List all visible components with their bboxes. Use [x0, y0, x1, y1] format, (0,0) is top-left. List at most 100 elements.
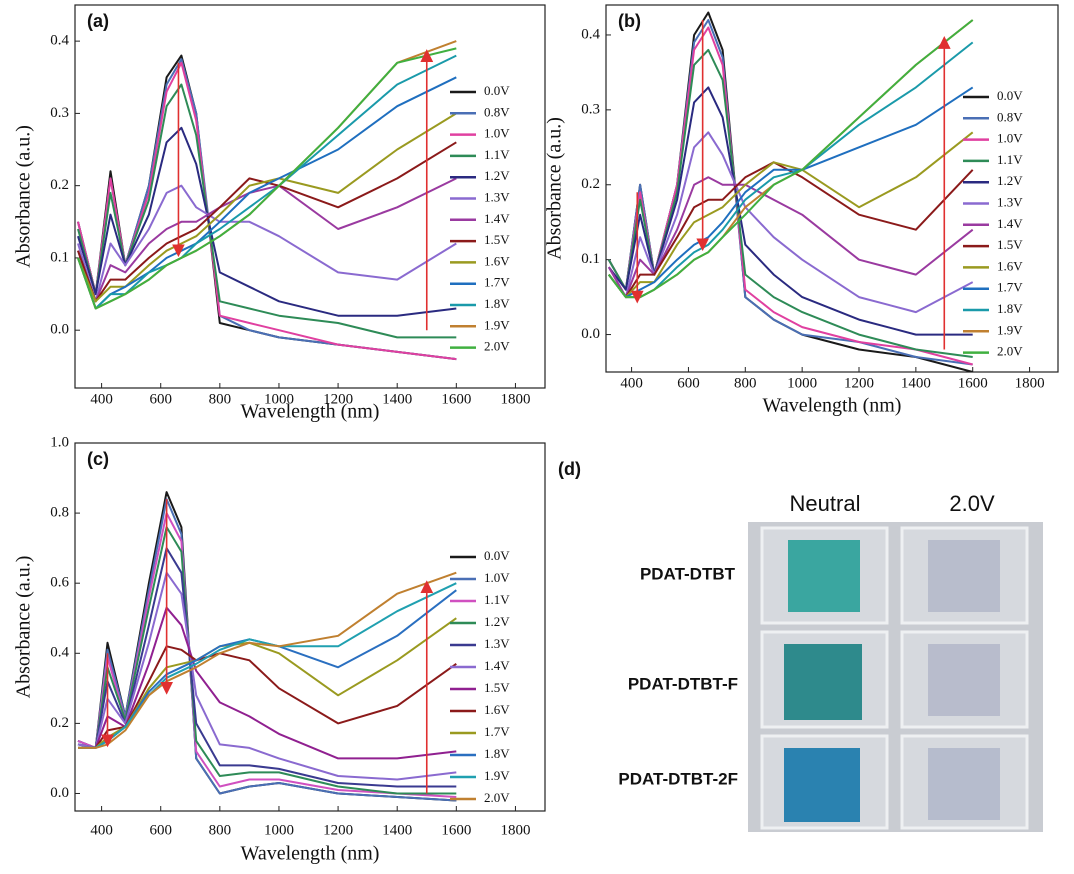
y-tick-label: 0.0 [581, 326, 600, 342]
series-line [77, 40, 457, 310]
legend-label: 1.2V [484, 168, 510, 183]
column-header: Neutral [790, 491, 861, 516]
legend-label: 1.7V [997, 280, 1023, 295]
legend-label: 1.6V [484, 253, 510, 268]
plot-frame [74, 442, 546, 812]
series-line [608, 86, 974, 299]
series-line [607, 26, 973, 366]
legend-label: 0.8V [997, 109, 1023, 124]
legend-label: 0.0V [484, 83, 510, 98]
series-line [607, 131, 974, 314]
series-line [77, 177, 457, 303]
legend-label: 1.1V [484, 592, 510, 607]
series-line [607, 19, 973, 366]
series-line [77, 126, 457, 317]
x-tick-label: 1800 [500, 391, 530, 407]
film-oxidized [928, 748, 1000, 820]
series-line [77, 571, 457, 781]
legend-label: 1.3V [484, 189, 510, 204]
x-tick-label: 1400 [382, 822, 412, 838]
series-line [608, 161, 974, 299]
row-label: PDAT-DTBT [640, 564, 736, 583]
x-tick-label: 400 [90, 391, 113, 407]
x-tick-label: 400 [90, 822, 113, 838]
y-axis-label: Absorbance (a.u.) [13, 125, 35, 268]
chart: 0.0 0.2 0.4 0.6 0.8 1.0 400 600 800 1000 1200 1400 1… [13, 434, 546, 865]
x-tick-label: 1200 [323, 822, 353, 838]
y-tick-label: 0.2 [581, 176, 600, 192]
chart: 0.0 0.1 0.2 0.3 0.4 400 600 800 1000 1200 1400 1600… [544, 4, 1059, 417]
y-axis-label: Absorbance (a.u.) [13, 556, 35, 699]
legend-label: 0.0V [484, 548, 510, 563]
series-line [77, 47, 457, 310]
panel-label: (d) [558, 459, 581, 479]
plot-frame [74, 4, 546, 389]
panel-label: (c) [87, 449, 109, 469]
series-line [608, 131, 974, 299]
series-line [77, 112, 457, 303]
legend-label: 1.4V [484, 658, 510, 673]
y-tick-label: 0.3 [50, 105, 69, 121]
chart: 0.0 0.1 0.2 0.3 0.4 400 600 800 1000 1200 1400 1600… [13, 4, 546, 423]
row-label: PDAT-DTBT-2F [618, 769, 738, 788]
legend-label: 1.3V [484, 636, 510, 651]
legend-label: 1.3V [997, 194, 1023, 209]
legend-label: 2.0V [997, 344, 1023, 359]
legend-label: 1.2V [484, 614, 510, 629]
film-neutral [784, 748, 860, 822]
legend-label: 1.7V [484, 724, 510, 739]
x-tick-label: 1000 [264, 822, 294, 838]
x-tick-label: 600 [677, 375, 700, 391]
legend-label: 1.7V [484, 275, 510, 290]
y-tick-label: 0.0 [50, 322, 69, 338]
legend-label: 1.0V [484, 570, 510, 585]
film-oxidized [928, 540, 1000, 612]
legend-label: 1.0V [997, 131, 1023, 146]
series-line [77, 76, 457, 310]
x-axis-label: Wavelength (nm) [763, 395, 902, 417]
y-tick-label: 0.4 [50, 645, 69, 661]
series-group [77, 491, 457, 802]
legend-label: 0.0V [997, 88, 1023, 103]
panel-label: (a) [87, 11, 109, 31]
legend-label: 0.8V [484, 104, 510, 119]
y-tick-label: 1.0 [50, 434, 69, 450]
x-tick-label: 1600 [441, 391, 471, 407]
film-neutral [784, 644, 862, 720]
legend-label: 1.6V [484, 702, 510, 717]
legend-label: 1.5V [484, 232, 510, 247]
film-neutral [788, 540, 860, 612]
legend-label: 1.8V [997, 301, 1023, 316]
legend-label: 1.5V [997, 237, 1023, 252]
series-line [77, 184, 457, 303]
panel-label: (b) [618, 11, 641, 31]
legend-label: 1.6V [997, 258, 1023, 273]
legend-label: 1.4V [484, 211, 510, 226]
x-tick-label: 1600 [958, 375, 988, 391]
y-tick-label: 0.3 [581, 101, 600, 117]
legend-label: 1.2V [997, 173, 1023, 188]
legend-label: 1.9V [484, 317, 510, 332]
y-tick-label: 0.4 [50, 33, 69, 49]
y-tick-label: 0.0 [50, 785, 69, 801]
x-tick-label: 800 [734, 375, 757, 391]
series-line [77, 61, 457, 361]
series-line [608, 86, 973, 336]
y-tick-label: 0.4 [581, 26, 600, 42]
x-tick-label: 1400 [382, 391, 412, 407]
series-line [607, 176, 974, 299]
column-header: 2.0V [949, 491, 995, 516]
plot-frame [605, 4, 1059, 373]
x-tick-label: 800 [209, 822, 232, 838]
series-line [77, 141, 457, 303]
series-group [77, 40, 457, 361]
series-line [77, 83, 457, 339]
y-tick-label: 0.2 [50, 715, 69, 731]
legend-label: 1.0V [484, 126, 510, 141]
legend-label: 1.4V [997, 216, 1023, 231]
x-tick-label: 1000 [787, 375, 817, 391]
x-tick-label: 600 [149, 822, 172, 838]
x-tick-label: 1800 [1015, 375, 1045, 391]
legend-label: 1.1V [997, 152, 1023, 167]
